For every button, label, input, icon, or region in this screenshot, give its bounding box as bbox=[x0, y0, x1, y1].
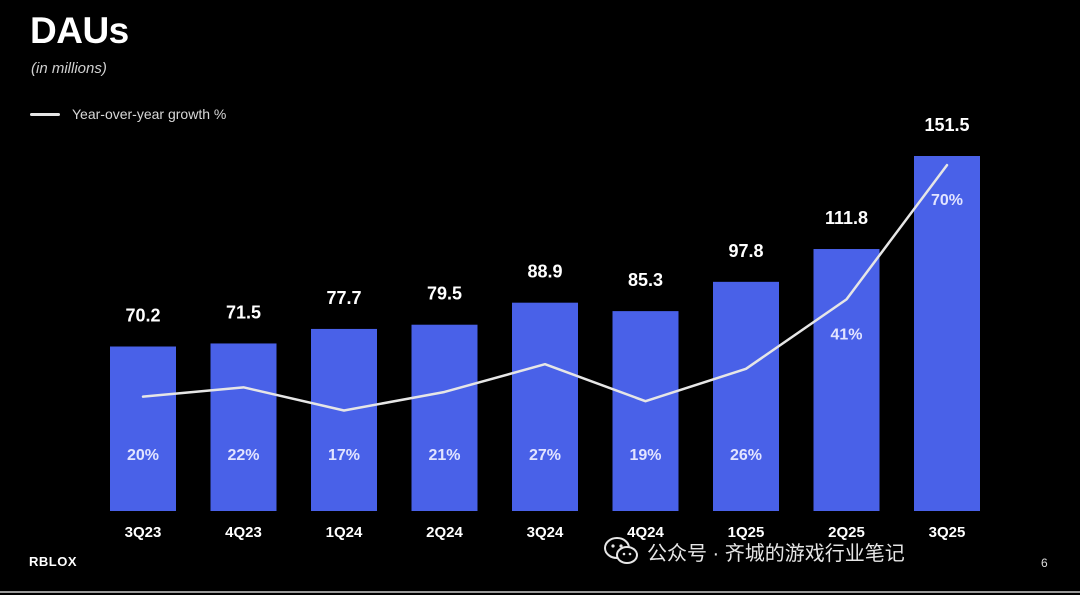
bottom-divider bbox=[0, 591, 1080, 593]
x-tick-label: 1Q25 bbox=[728, 524, 765, 541]
dau-bar bbox=[713, 281, 779, 511]
legend: Year-over-year growth % bbox=[30, 106, 226, 122]
dau-bar bbox=[210, 343, 277, 511]
x-tick-label: 4Q23 bbox=[225, 524, 262, 541]
growth-line bbox=[141, 163, 949, 412]
x-tick-label: 1Q24 bbox=[326, 524, 363, 541]
x-tick-label: 3Q25 bbox=[929, 524, 966, 541]
watermark-text: 公众号 · 齐城的游戏行业笔记 bbox=[647, 542, 905, 565]
growth-label: 19% bbox=[629, 447, 661, 464]
growth-label: 26% bbox=[730, 447, 762, 464]
growth-label: 41% bbox=[830, 326, 862, 343]
dau-bar bbox=[512, 302, 578, 511]
roblox-logo: RBLOX bbox=[29, 554, 77, 569]
bar-value-label: 71.5 bbox=[226, 302, 261, 322]
page-number: 6 bbox=[1041, 556, 1048, 570]
growth-label: 22% bbox=[227, 447, 259, 464]
dau-bar bbox=[411, 324, 478, 511]
bar-value-label: 85.3 bbox=[628, 270, 663, 290]
bar-value-label: 151.5 bbox=[924, 115, 969, 135]
legend-label: Year-over-year growth % bbox=[72, 106, 227, 122]
chart-subtitle: (in millions) bbox=[31, 60, 107, 77]
bar-value-label: 70.2 bbox=[125, 306, 160, 326]
x-tick-label: 4Q24 bbox=[627, 524, 664, 541]
x-tick-label: 2Q25 bbox=[828, 524, 865, 541]
bar-value-label: 77.7 bbox=[326, 288, 361, 308]
dau-bar bbox=[914, 156, 980, 511]
growth-label: 20% bbox=[127, 447, 159, 464]
dau-bar bbox=[813, 249, 880, 511]
x-tick-label: 3Q24 bbox=[527, 524, 564, 541]
x-tick-label: 3Q23 bbox=[125, 524, 162, 541]
x-tick-label: 2Q24 bbox=[426, 524, 463, 541]
dau-bar bbox=[311, 328, 377, 511]
watermark: 公众号 · 齐城的游戏行业笔记 bbox=[603, 536, 905, 566]
wechat-icon bbox=[604, 537, 638, 564]
bar-value-label: 88.9 bbox=[527, 262, 562, 282]
growth-label: 70% bbox=[931, 192, 963, 209]
bar-value-label: 111.8 bbox=[825, 208, 868, 228]
dau-bar bbox=[110, 346, 176, 511]
growth-label: 21% bbox=[428, 447, 460, 464]
growth-label: 27% bbox=[529, 447, 561, 464]
legend-line-swatch bbox=[30, 112, 60, 116]
dau-bar bbox=[612, 311, 679, 511]
bar-value-label: 97.8 bbox=[728, 241, 763, 261]
growth-label: 17% bbox=[328, 447, 360, 464]
bar-value-label: 79.5 bbox=[427, 284, 462, 304]
chart-title: DAUs bbox=[30, 10, 129, 51]
